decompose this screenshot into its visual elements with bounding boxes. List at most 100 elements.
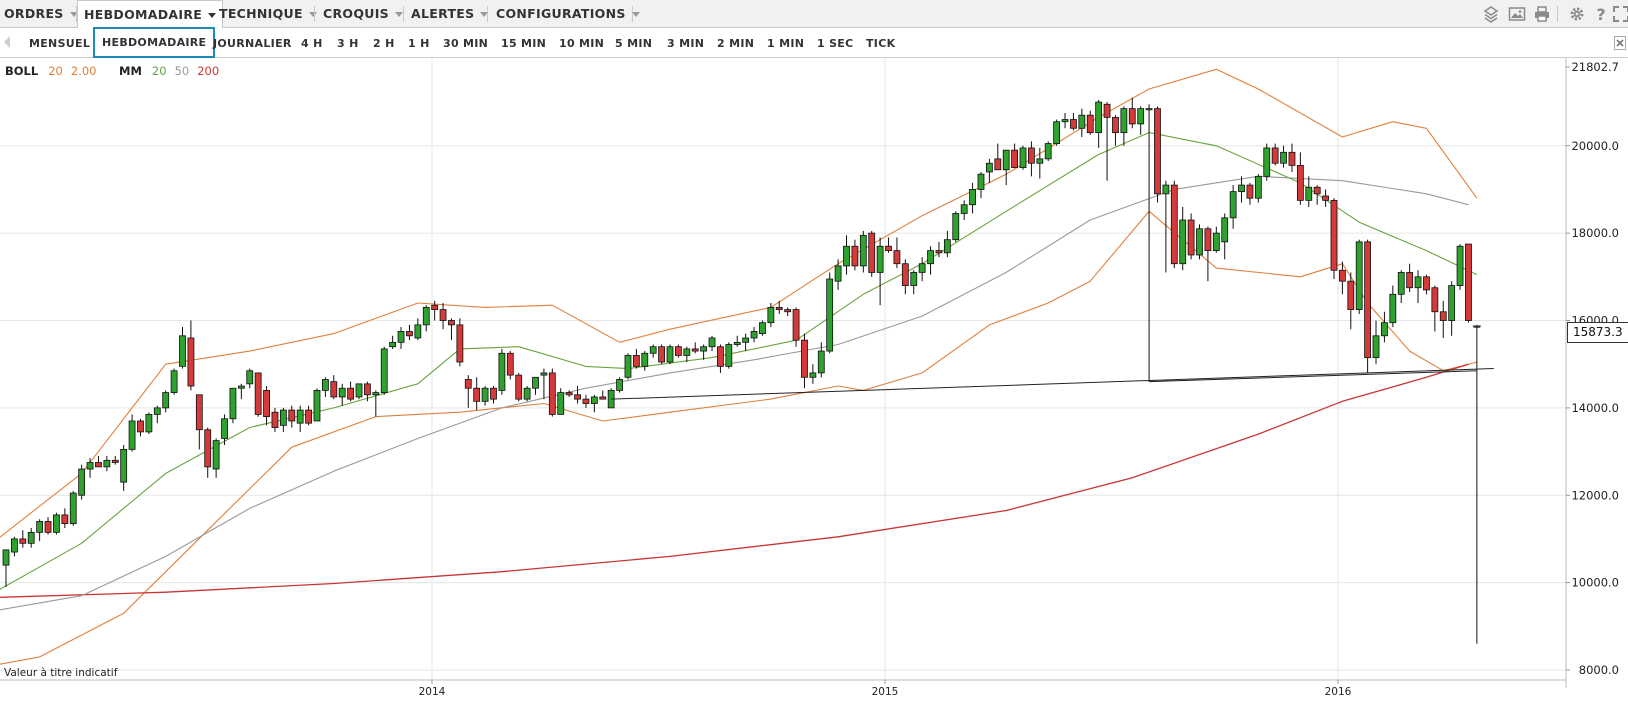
main-menu-bar: ORDRES HEBDOMADAIRE TECHNIQUE CROQUIS AL…: [0, 0, 1628, 28]
candle-up: [523, 387, 531, 400]
menu-hebdomadaire[interactable]: HEBDOMADAIRE: [77, 0, 224, 28]
timeframe-4-h[interactable]: 4 H: [301, 37, 323, 50]
print-icon[interactable]: [1533, 5, 1551, 23]
candle-up: [170, 370, 178, 393]
menu-orders-label: ORDRES: [4, 6, 64, 21]
candle-up: [221, 418, 228, 439]
candle-up: [918, 263, 926, 273]
menu-divider: [314, 6, 315, 22]
timeframe-1-h[interactable]: 1 H: [408, 37, 430, 50]
candle-up: [943, 239, 951, 254]
candle-up: [1238, 184, 1245, 193]
candle-down: [1128, 108, 1136, 125]
menu-divider: [76, 6, 77, 22]
candle-up: [397, 331, 405, 343]
timeframe-2-min[interactable]: 2 MIN: [717, 37, 755, 50]
scroll-left-icon[interactable]: [4, 36, 10, 48]
candle-up: [1280, 151, 1287, 164]
candle-down: [1154, 108, 1161, 195]
timeframe-3-min[interactable]: 3 MIN: [667, 37, 705, 50]
x-tick-label: 2016: [1325, 686, 1352, 698]
timeframe-1-min[interactable]: 1 MIN: [767, 37, 805, 50]
candle-up: [641, 352, 649, 367]
timeframe-10-min[interactable]: 10 MIN: [559, 37, 605, 50]
candle-up: [952, 213, 960, 241]
expand-icon[interactable]: [1612, 5, 1628, 23]
candle-down: [364, 383, 371, 396]
candle-up: [843, 245, 850, 267]
candle-up: [1002, 149, 1010, 171]
candle-down: [187, 337, 195, 387]
menu-alertes[interactable]: ALERTES: [411, 0, 489, 27]
menu-configurations[interactable]: CONFIGURATIONS: [496, 0, 640, 27]
candle-down: [1423, 276, 1430, 291]
timeframe-journalier[interactable]: JOURNALIER: [213, 37, 292, 50]
candle-down: [1465, 243, 1472, 321]
candle-up: [733, 341, 741, 345]
candle-up: [1137, 108, 1145, 125]
gear-icon[interactable]: [1568, 5, 1586, 23]
last-price-label: 15873.3: [1567, 322, 1628, 343]
help-icon[interactable]: ?: [1592, 5, 1610, 23]
timeframe-2-h[interactable]: 2 H: [373, 37, 395, 50]
candle-up: [246, 370, 254, 385]
menu-orders[interactable]: ORDRES: [4, 0, 78, 27]
candle-up: [36, 521, 44, 533]
candle-down: [448, 320, 455, 326]
svg-text:?: ?: [1596, 5, 1605, 23]
layers-icon[interactable]: [1482, 5, 1500, 23]
chevron-down-icon: [208, 13, 217, 18]
candle-up: [86, 462, 94, 470]
candle-down: [1246, 184, 1254, 199]
candle-down: [1271, 147, 1279, 164]
bollinger-upper-band: [0, 68, 1478, 538]
candle-down: [195, 394, 203, 431]
timeframe-30-min[interactable]: 30 MIN: [443, 37, 489, 50]
chevron-down-icon: [480, 12, 489, 17]
menu-croquis[interactable]: CROQUIS: [323, 0, 403, 27]
timeframe-mensuel[interactable]: MENSUEL: [29, 37, 91, 50]
candle-up: [708, 337, 716, 348]
candle-up: [53, 514, 60, 533]
candle-down: [288, 409, 296, 422]
boll-name: BOLL: [5, 64, 39, 78]
candle-down: [473, 387, 481, 402]
image-icon[interactable]: [1508, 5, 1526, 23]
timeframe-3-h[interactable]: 3 H: [337, 37, 359, 50]
candle-down: [893, 250, 901, 265]
timeframe-1-sec[interactable]: 1 SEC: [817, 37, 854, 50]
chevron-down-icon: [308, 12, 317, 17]
timeframe-hebdomadaire[interactable]: HEBDOMADAIRE: [93, 27, 216, 58]
candle-down: [1296, 165, 1304, 201]
boll-legend[interactable]: BOLL 20 2.00: [5, 64, 100, 78]
boll-period: 20: [48, 64, 63, 78]
candle-down: [61, 514, 69, 525]
timeframe-tick[interactable]: TICK: [866, 37, 896, 50]
candle-up: [1179, 219, 1187, 265]
candle-down: [1406, 272, 1414, 289]
menu-divider: [403, 6, 404, 22]
candle-up: [532, 376, 539, 389]
price-chart[interactable]: 21802.720000.018000.016000.014000.012000…: [0, 58, 1628, 703]
menu-technique[interactable]: TECHNIQUE: [219, 0, 317, 27]
y-tick-label: 21802.7: [1571, 60, 1619, 74]
ma-period-200: 200: [197, 64, 220, 78]
ma-period-50: 50: [174, 64, 190, 78]
candle-up: [498, 352, 506, 391]
ma-legend[interactable]: MM 20 50 200: [119, 64, 223, 78]
y-tick-label: 20000.0: [1571, 139, 1619, 153]
candle-up: [153, 407, 161, 415]
candle-up: [759, 322, 766, 335]
candle-down: [1330, 199, 1338, 271]
candle-up: [1145, 108, 1153, 111]
candle-up: [1221, 217, 1229, 243]
candle-up: [481, 387, 489, 402]
timeframe-15-min[interactable]: 15 MIN: [501, 37, 547, 50]
close-icon[interactable]: [1614, 36, 1626, 50]
candle-up: [380, 348, 388, 393]
candle-down: [305, 409, 312, 424]
candle-up: [355, 383, 363, 398]
candle-up: [1053, 121, 1061, 144]
timeframe-5-min[interactable]: 5 MIN: [615, 37, 653, 50]
candle-up: [700, 346, 708, 352]
